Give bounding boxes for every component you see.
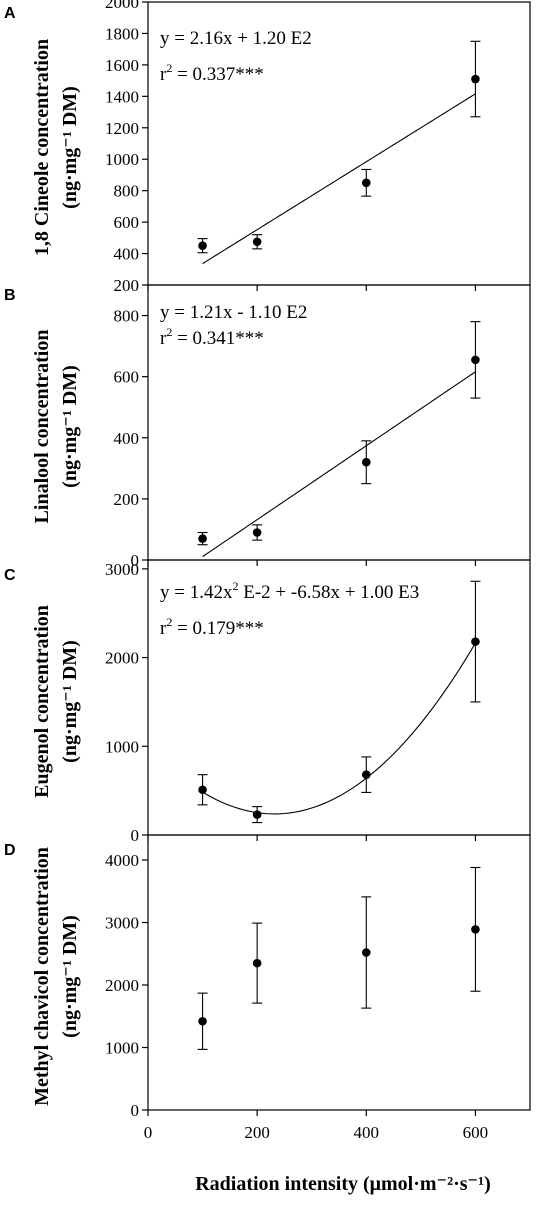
r-squared-value: = 0.337*** (172, 64, 263, 85)
panel-d: 0 1000 2000 3000 4000 0 200 400 600 D Methyl chavi… (4, 834, 531, 1142)
panel-b: 0 200 400 600 800 B Linalool concentration (ng·… (4, 284, 531, 570)
y-tick-label: 3000 (105, 914, 139, 933)
data-point (252, 810, 262, 819)
y-tick-label: 1400 (105, 87, 139, 106)
data-point (252, 958, 262, 968)
data-point (198, 534, 207, 543)
y-tick-label: 1800 (105, 24, 139, 43)
panels: 200400600800100012001400160018002000A1,8… (4, 0, 531, 1142)
fit-line (202, 371, 476, 558)
y-axis-unit-label: (ng·mg⁻¹ DM) (59, 365, 81, 488)
y-tick-label: 0 (131, 1101, 140, 1120)
r-squared-value: = 0.341*** (172, 328, 263, 349)
panel-a: 200 400 600 800 1000 1200 1400 1600 1800 2000 A 1,8… (4, 0, 531, 295)
y-tick-label: 0 (131, 826, 140, 845)
y-tick-label: 600 (114, 213, 140, 232)
r-squared-superscript: 2 (166, 61, 172, 75)
panel-c: 0 1000 2000 3000 C Eugenol concentration (ng·m… (4, 559, 531, 845)
equation-text: y = 1.21x - 1.10 E2 (160, 302, 307, 323)
x-tick-label: 400 (354, 1123, 380, 1142)
y-axis-label: Eugenol concentration (31, 605, 53, 798)
x-tick-label: 200 (244, 1123, 270, 1142)
x-axis-label: Radiation intensity (μmol·m⁻²·s⁻¹) (195, 1173, 491, 1195)
panel-letter: A (4, 5, 16, 22)
y-axis-label: Linalool concentration (31, 330, 53, 524)
plot-frame (147, 834, 531, 1111)
r-squared: r2 = 0.337*** (160, 61, 264, 85)
fit-line (202, 93, 476, 265)
panel-letter: B (4, 287, 16, 304)
data-point (252, 237, 262, 247)
equation-text: y = 2.16x + 1.20 E2 (160, 28, 312, 49)
fit-line (202, 642, 476, 815)
r-squared: r2 = 0.341*** (160, 325, 264, 349)
data-point (198, 1016, 207, 1026)
r-squared-symbol: r (160, 328, 167, 349)
r-squared-symbol: r (160, 618, 167, 639)
y-tick-label: 400 (114, 429, 140, 448)
y-tick-label: 2000 (105, 976, 139, 995)
y-tick-label: 1000 (105, 150, 139, 169)
data-point (198, 785, 207, 795)
plot-frame (147, 284, 531, 561)
y-axis-label: Methyl chavicol concentration (31, 847, 53, 1106)
r-squared: r2 = 0.179*** (160, 615, 264, 639)
y-tick-label: 4000 (105, 851, 139, 870)
x-tick-label: 0 (144, 1123, 153, 1142)
equation-superscript: 2 (232, 579, 238, 593)
data-point (471, 355, 480, 365)
y-tick-label: 3000 (105, 560, 139, 579)
y-axis-unit-label: (ng·mg⁻¹ DM) (59, 86, 81, 209)
r-squared-superscript: 2 (166, 325, 172, 339)
data-point (252, 528, 262, 537)
y-tick-label: 0 (131, 551, 140, 570)
y-axis-unit-label: (ng·mg⁻¹ DM) (59, 640, 81, 763)
y-tick-label: 1200 (105, 119, 139, 138)
regression-equation: y = 1.21x - 1.10 E2 (160, 302, 307, 323)
y-tick-label: 1000 (105, 737, 139, 756)
r-squared-value: = 0.179*** (172, 618, 263, 639)
y-tick-label: 600 (114, 368, 140, 387)
data-point (361, 948, 371, 957)
y-tick-label: 400 (114, 245, 140, 264)
data-point (198, 241, 207, 250)
equation-text: y = 1.42x (160, 582, 233, 603)
x-tick-label: 600 (463, 1123, 489, 1142)
regression-equation: y = 1.42x2 E-2 + -6.58x + 1.00 E3 (160, 579, 419, 603)
y-tick-label: 800 (114, 307, 140, 326)
y-axis-unit-label: (ng·mg⁻¹ DM) (59, 915, 81, 1038)
data-point (471, 637, 480, 646)
y-tick-label: 200 (114, 276, 140, 295)
data-point (361, 178, 371, 188)
r-squared-superscript: 2 (166, 615, 172, 629)
regression-equation: y = 2.16x + 1.20 E2 (160, 28, 312, 49)
y-axis-label: 1,8 Cineole concentration (31, 39, 53, 256)
equation-text-rest: E-2 + -6.58x + 1.00 E3 (238, 582, 419, 603)
y-tick-label: 200 (114, 490, 140, 509)
y-tick-label: 1000 (105, 1039, 139, 1058)
y-tick-label: 1600 (105, 56, 139, 75)
data-point (361, 457, 371, 467)
panel-letter: C (4, 567, 16, 584)
data-point (471, 925, 480, 934)
y-tick-label: 2000 (105, 649, 139, 668)
y-tick-label: 800 (114, 182, 140, 201)
panel-letter: D (4, 842, 16, 859)
y-tick-label: 2000 (105, 0, 139, 12)
r-squared-symbol: r (160, 64, 167, 85)
data-point (471, 74, 480, 84)
data-point (361, 770, 371, 779)
